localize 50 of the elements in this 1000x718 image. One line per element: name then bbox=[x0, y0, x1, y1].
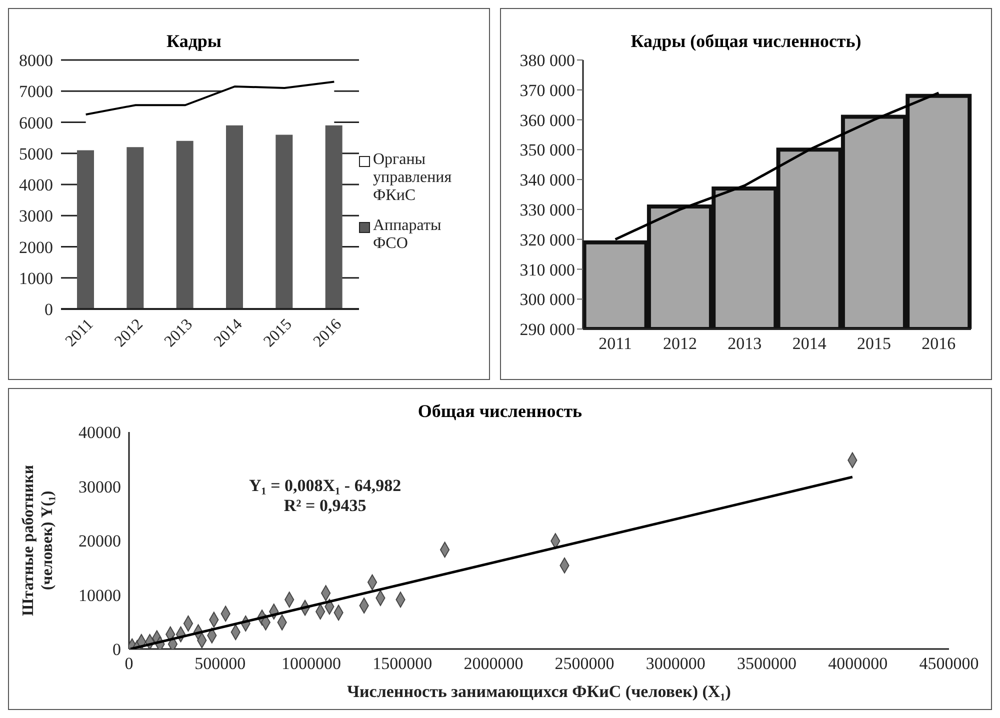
x-tick-label: 1000000 bbox=[281, 654, 341, 674]
y-tick-label: 320 000 bbox=[520, 230, 575, 250]
y-tick-label: 0 bbox=[44, 300, 53, 320]
text: Органы управления ФКиС bbox=[373, 151, 453, 205]
y-axis-title: Штатные работники (человек) Y(₁) bbox=[20, 464, 56, 616]
y-tick-label: 4000 bbox=[19, 176, 53, 195]
x-tick-label: 2013 bbox=[728, 334, 762, 354]
x-tick-label: 2011 bbox=[598, 334, 632, 354]
x-tick-label: 2011 bbox=[62, 316, 97, 350]
y-tick-label: 1000 bbox=[19, 268, 53, 288]
y-tick-label: 10000 bbox=[78, 586, 121, 605]
x-tick-label: 2016 bbox=[922, 334, 956, 354]
y-tick-label: 40000 bbox=[78, 423, 121, 442]
chart-title: Кадры (общая численность) bbox=[630, 31, 862, 52]
y-tick-label: 290 000 bbox=[520, 320, 575, 340]
y-tick-label: 30000 bbox=[78, 477, 121, 496]
annotation: R² = 0,9435 bbox=[282, 496, 368, 516]
y-tick-label: 6000 bbox=[19, 113, 53, 132]
y-tick-label: 20000 bbox=[78, 532, 121, 551]
y-tick-label: 0 bbox=[112, 640, 121, 660]
y-tick-label: 7000 bbox=[19, 82, 53, 102]
y-tick-label: 3000 bbox=[19, 206, 53, 226]
y-tick-label: 370 000 bbox=[520, 80, 575, 100]
y-tick-label: 340 000 bbox=[520, 170, 575, 190]
y-tick-label: 8000 bbox=[19, 51, 53, 70]
y-tick-label: 310 000 bbox=[520, 260, 575, 280]
y-tick-label: 2000 bbox=[19, 238, 53, 257]
y-tick-label: 300 000 bbox=[520, 290, 575, 310]
x-tick-label: 2000000 bbox=[464, 654, 524, 674]
x-tick-label: 3000000 bbox=[646, 654, 706, 674]
x-tick-label: 4500000 bbox=[919, 654, 979, 674]
x-tick-label: 2014 bbox=[792, 334, 827, 354]
x-tick-label: 0 bbox=[124, 654, 134, 674]
chart-title: Общая численность bbox=[416, 401, 584, 422]
x-tick-label: 3500000 bbox=[737, 654, 797, 674]
y-tick-label: 380 000 bbox=[520, 51, 575, 70]
annotation: Y₁ = 0,008X₁ - 64,982 bbox=[249, 476, 402, 496]
x-tick-label: 2500000 bbox=[554, 654, 614, 674]
x-tick-label: 500000 bbox=[194, 654, 246, 674]
chart-title: Кадры bbox=[166, 31, 222, 52]
x-tick-label: 2015 bbox=[857, 334, 891, 354]
y-tick-label: 360 000 bbox=[520, 110, 575, 130]
x-axis-title: Численность занимающихся ФКиС (человек) (X₁) bbox=[347, 682, 731, 701]
x-tick-label: 2012 bbox=[663, 334, 697, 354]
y-tick-label: 350 000 bbox=[520, 140, 575, 160]
y-tick-label: 5000 bbox=[19, 144, 53, 164]
y-tick-label: 330 000 bbox=[520, 200, 575, 220]
x-tick-label: 1500000 bbox=[372, 654, 432, 674]
legend-label: Аппараты ФСО bbox=[373, 217, 442, 253]
x-tick-label: 4000000 bbox=[828, 654, 888, 674]
